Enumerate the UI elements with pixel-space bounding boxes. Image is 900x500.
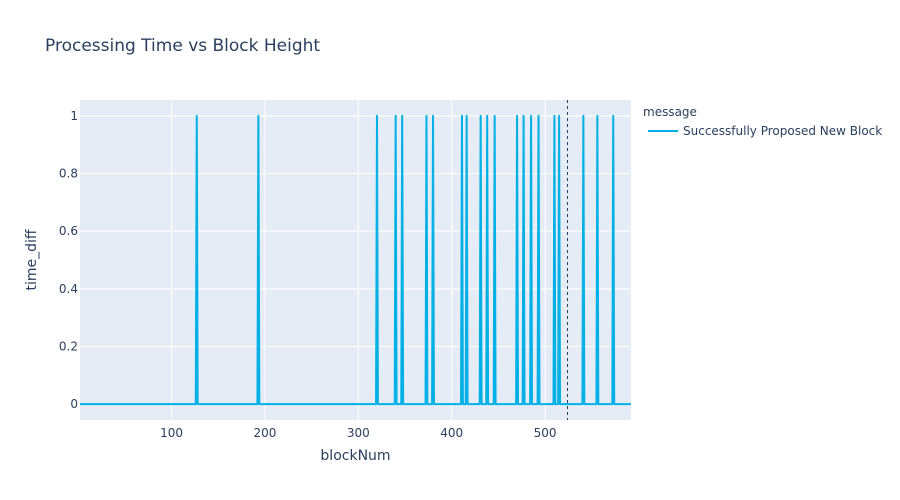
x-tick-label: 200	[253, 426, 276, 440]
chart-title: Processing Time vs Block Height	[45, 36, 320, 56]
y-axis-ticks: 0 0.2 0.4 0.6 0.8 1	[59, 109, 78, 411]
y-tick-label: 0.4	[59, 282, 78, 296]
plot-area	[80, 100, 631, 420]
legend-item-label: Successfully Proposed New Block	[683, 124, 882, 138]
x-tick-label: 100	[160, 426, 183, 440]
x-tick-label: 500	[534, 426, 557, 440]
x-axis-title: blockNum	[320, 448, 390, 464]
series-line	[80, 114, 631, 406]
legend[interactable]: message Successfully Proposed New Block	[643, 105, 882, 138]
x-tick-label: 300	[347, 426, 370, 440]
y-tick-label: 1	[70, 109, 78, 123]
y-tick-label: 0.8	[59, 167, 78, 181]
x-axis-ticks: 100 200 300 400 500	[160, 426, 556, 440]
y-tick-label: 0.2	[59, 339, 78, 353]
y-tick-label: 0	[70, 397, 78, 411]
series-layer	[80, 114, 631, 406]
x-tick-label: 400	[440, 426, 463, 440]
legend-title: message	[643, 105, 697, 119]
y-axis-title: time_diff	[24, 229, 40, 290]
y-tick-label: 0.6	[59, 224, 78, 238]
